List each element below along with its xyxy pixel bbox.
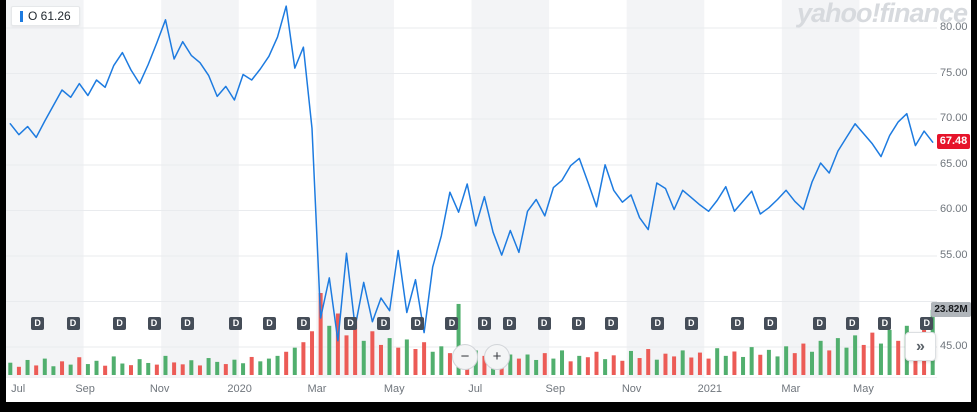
current-price-badge: 67.48 [937, 134, 970, 150]
dividend-marker[interactable]: D [684, 317, 698, 330]
dividend-marker[interactable]: D [845, 317, 859, 330]
x-axis-label: 2020 [227, 383, 252, 395]
y-axis-label: 45.00 [940, 340, 968, 353]
dividend-marker[interactable]: D [920, 317, 934, 330]
legend-chip[interactable]: O 61.26 [11, 6, 80, 26]
price-volume-plot[interactable]: O 61.26 yahoo!finance − + » Jul Sep Nov 202… [6, 0, 968, 402]
dividend-marker[interactable]: D [604, 317, 618, 330]
zoom-controls: − + [452, 344, 510, 370]
dividend-marker[interactable]: D [813, 317, 827, 330]
x-axis-label: Nov [621, 383, 642, 395]
y-axis-label: 75.00 [940, 66, 968, 79]
dividend-marker[interactable]: D [229, 317, 243, 330]
dividend-marker[interactable]: D [343, 317, 357, 330]
x-axis-label: Sep [545, 383, 566, 395]
dividend-marker[interactable]: D [66, 317, 80, 330]
x-axis-label: May [853, 383, 874, 395]
dividend-marker[interactable]: D [503, 317, 517, 330]
dividend-marker[interactable]: D [31, 317, 45, 330]
chart-canvas [6, 0, 937, 377]
dividend-marker[interactable]: D [181, 317, 195, 330]
dividend-marker[interactable]: D [478, 317, 492, 330]
x-axis-label: Mar [781, 383, 801, 395]
dividend-marker[interactable]: D [763, 317, 777, 330]
dividend-marker[interactable]: D [445, 317, 459, 330]
dividend-marker[interactable]: D [377, 317, 391, 330]
x-axis-label: Sep [75, 383, 95, 395]
y-axis[interactable]: 67.48 23.82M 80.00 75.00 70.00 65.00 60.00 55… [931, 0, 971, 402]
dividend-marker[interactable]: D [537, 317, 551, 330]
dividend-marker[interactable]: D [572, 317, 586, 330]
dividend-marker[interactable]: D [113, 317, 127, 330]
dividend-marker[interactable]: D [297, 317, 311, 330]
dividend-marker[interactable]: D [411, 317, 424, 330]
expand-chart-button[interactable]: » [905, 332, 936, 361]
x-axis-label: Mar [307, 383, 327, 395]
yahoo-finance-logo: yahoo!finance [796, 0, 968, 28]
stock-chart-widget: O 61.26 yahoo!finance − + » Jul Sep Nov 202… [6, 0, 971, 402]
y-axis-label: 55.00 [940, 249, 968, 261]
dividend-marker[interactable]: D [147, 317, 161, 330]
y-axis-label: 70.00 [940, 112, 968, 125]
x-axis-label: Nov [149, 383, 170, 395]
series-color-marker [20, 10, 23, 22]
x-axis: Jul Sep Nov 2020 Mar May Jul Sep Nov 2021 Mar May [6, 377, 937, 402]
dividend-marker[interactable]: D [262, 317, 276, 330]
zoom-in-button[interactable]: + [484, 344, 510, 370]
zoom-out-button[interactable]: − [452, 344, 478, 370]
x-axis-label: Jul [468, 383, 483, 395]
y-axis-label: 65.00 [940, 157, 968, 170]
legend-label: O 61.26 [28, 9, 71, 23]
x-axis-label: Jul [11, 383, 26, 395]
latest-volume-badge: 23.82M [931, 301, 971, 317]
x-axis-label: 2021 [697, 383, 723, 395]
dividend-marker[interactable]: D [651, 317, 665, 330]
x-axis-label: May [383, 383, 405, 395]
y-axis-label: 60.00 [940, 203, 968, 216]
dividend-marker[interactable]: D [731, 317, 745, 330]
y-axis-label: 80.00 [940, 21, 968, 33]
dividend-marker[interactable]: D [878, 317, 892, 330]
